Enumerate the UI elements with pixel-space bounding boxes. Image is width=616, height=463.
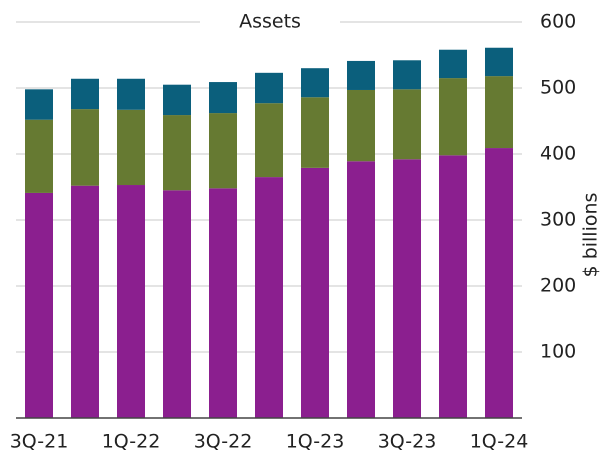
bar-segment <box>25 89 53 120</box>
x-tick-label: 1Q-24 <box>470 431 529 453</box>
x-tick-label: 1Q-22 <box>102 431 161 453</box>
y-tick-label: 500 <box>540 77 576 99</box>
y-tick-label: 300 <box>540 209 576 231</box>
bar-segment <box>255 177 283 418</box>
bar-segment <box>301 97 329 168</box>
chart-title: Assets <box>239 11 301 33</box>
x-tick-label: 3Q-21 <box>10 431 69 453</box>
bar-segment <box>485 76 513 149</box>
y-tick-label: 100 <box>540 341 576 363</box>
bar-segment <box>393 60 421 90</box>
bar-segment <box>255 72 283 104</box>
y-axis-label: $ billions <box>580 193 602 278</box>
bar-segment <box>485 47 513 77</box>
bar-segment <box>439 78 467 156</box>
bar-segment <box>393 159 421 418</box>
bar-segment <box>71 185 99 418</box>
bar-segment <box>163 84 191 116</box>
bar-segment <box>117 109 145 186</box>
bar-segment <box>439 49 467 79</box>
x-tick-label: 3Q-23 <box>378 431 437 453</box>
bar-segment <box>163 190 191 418</box>
bar-segment <box>25 192 53 418</box>
bar-segment <box>117 78 145 110</box>
x-tick-label: 3Q-22 <box>194 431 253 453</box>
bar-segment <box>71 78 99 110</box>
bar-segment <box>71 109 99 186</box>
y-tick-label: 200 <box>540 275 576 297</box>
bar-segment <box>209 188 237 418</box>
bar-segment <box>485 148 513 418</box>
bar-segment <box>347 161 375 418</box>
bar-segment <box>439 155 467 418</box>
x-tick-label: 1Q-23 <box>286 431 345 453</box>
y-tick-label: 600 <box>540 11 576 33</box>
bar-segment <box>347 60 375 90</box>
bar-segment <box>301 167 329 418</box>
title-background <box>200 8 340 36</box>
bar-segment <box>255 103 283 178</box>
y-tick-label: 400 <box>540 143 576 165</box>
bar-segment <box>347 89 375 162</box>
bar-segment <box>393 89 421 160</box>
bar-segment <box>209 82 237 114</box>
bar-segment <box>301 68 329 98</box>
bar-segment <box>25 119 53 193</box>
bar-segment <box>163 115 191 191</box>
bar-segment <box>209 113 237 189</box>
bar-segment <box>117 185 145 418</box>
